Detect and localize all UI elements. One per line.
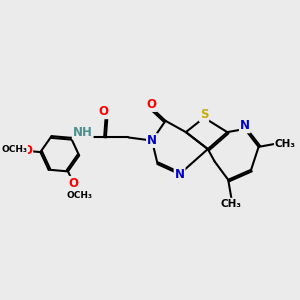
Text: CH₃: CH₃	[275, 139, 296, 149]
Text: O: O	[146, 98, 156, 111]
Text: N: N	[175, 168, 184, 181]
Text: O: O	[22, 144, 32, 158]
Text: O: O	[99, 105, 109, 118]
Text: O: O	[69, 177, 79, 190]
Text: OCH₃: OCH₃	[1, 145, 27, 154]
Text: NH: NH	[73, 126, 93, 139]
Text: N: N	[240, 119, 250, 132]
Text: N: N	[147, 134, 157, 147]
Text: CH₃: CH₃	[221, 199, 242, 208]
Text: OCH₃: OCH₃	[66, 191, 92, 200]
Text: S: S	[200, 108, 208, 121]
